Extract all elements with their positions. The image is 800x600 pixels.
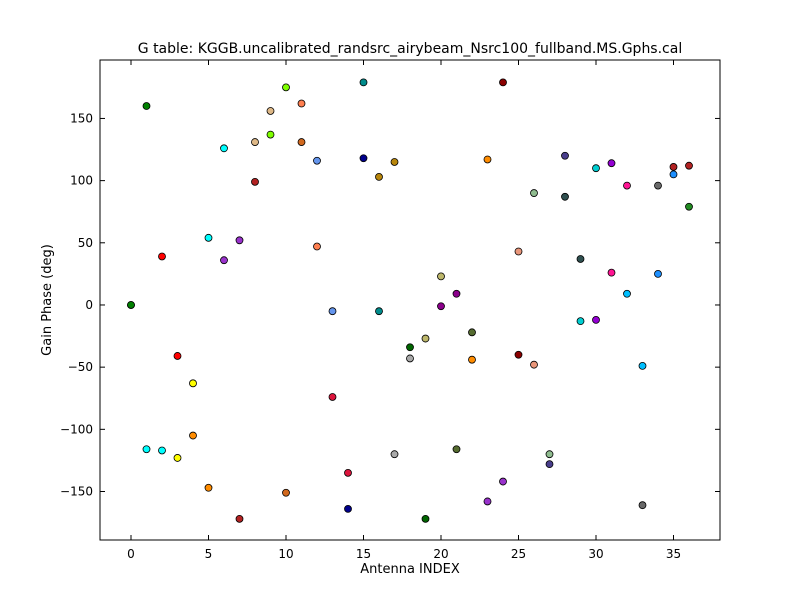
data-point — [142, 445, 151, 454]
y-tick-label: −150 — [60, 485, 93, 499]
data-point — [158, 446, 166, 455]
data-point — [561, 192, 569, 201]
data-point — [468, 355, 476, 364]
data-point — [623, 181, 631, 190]
x-tick-label: 35 — [666, 547, 681, 561]
plot-area: 0 5 10 15 20 25 30 35 −150 −100 −50 0 50 100 150 — [60, 59, 721, 561]
y-tick-label: 50 — [78, 236, 93, 250]
data-point — [282, 488, 290, 497]
data-point — [282, 83, 290, 92]
data-point — [499, 477, 507, 486]
data-point — [328, 307, 337, 316]
data-point — [483, 155, 492, 164]
x-axis-label: Antenna INDEX — [360, 562, 460, 577]
data-point — [607, 268, 616, 277]
data-point — [204, 483, 213, 492]
data-point — [375, 172, 383, 181]
data-point — [514, 350, 523, 359]
x-tick-label: 15 — [356, 547, 371, 561]
data-point — [421, 334, 430, 343]
y-tick-label: 150 — [70, 111, 93, 125]
data-point — [344, 468, 352, 477]
data-point — [220, 256, 228, 265]
y-axis-label: Gain Phase (deg) — [40, 244, 55, 356]
x-axis: 0 5 10 15 20 25 30 35 — [127, 60, 681, 561]
data-point — [266, 107, 275, 115]
data-point — [685, 161, 693, 170]
data-point — [251, 177, 259, 186]
data-point — [375, 307, 383, 316]
data-point — [669, 163, 678, 171]
data-point — [685, 202, 693, 211]
data-point — [452, 445, 461, 454]
data-point — [313, 156, 321, 165]
data-point — [390, 450, 399, 459]
data-point — [607, 159, 616, 168]
data-point — [468, 328, 476, 337]
data-point — [344, 505, 352, 513]
data-point — [437, 272, 445, 281]
data-point — [638, 362, 647, 370]
data-point — [576, 255, 585, 263]
y-tick-label: 0 — [85, 298, 93, 312]
data-point — [654, 181, 662, 190]
chart-title: G table: KGGB.uncalibrated_randsrc_airyb… — [138, 41, 682, 57]
data-point — [127, 301, 135, 309]
data-point — [297, 138, 306, 146]
data-point — [158, 252, 166, 261]
data-point — [654, 269, 662, 278]
data-point — [235, 514, 244, 523]
data-point — [592, 315, 600, 324]
x-tick-label: 20 — [433, 547, 448, 561]
data-point — [421, 514, 430, 523]
data-point — [204, 233, 213, 242]
data-point — [173, 454, 182, 462]
axes-frame — [99, 59, 721, 541]
y-tick-label: 100 — [70, 174, 93, 188]
data-point — [173, 352, 182, 360]
data-point — [638, 501, 647, 510]
data-point — [266, 130, 275, 139]
data-point — [623, 289, 631, 298]
data-point — [390, 158, 399, 166]
data-point — [530, 360, 538, 369]
x-tick-label: 0 — [127, 547, 135, 561]
y-axis: −150 −100 −50 0 50 100 150 — [60, 111, 720, 499]
data-points — [127, 78, 693, 523]
data-point — [561, 151, 569, 160]
data-point — [142, 102, 151, 110]
data-point — [313, 242, 321, 251]
data-point — [576, 317, 585, 326]
data-point — [483, 497, 492, 506]
data-point — [359, 154, 368, 163]
data-point — [452, 289, 461, 298]
x-tick-label: 5 — [205, 547, 213, 561]
data-point — [297, 99, 306, 108]
x-tick-label: 25 — [511, 547, 526, 561]
data-point — [669, 170, 678, 179]
data-point — [220, 144, 228, 153]
data-point — [328, 393, 337, 401]
y-tick-label: −50 — [68, 360, 93, 374]
data-point — [514, 247, 523, 256]
data-point — [406, 354, 414, 363]
x-tick-label: 10 — [278, 547, 293, 561]
data-point — [530, 189, 538, 197]
data-point — [406, 343, 414, 352]
data-point — [235, 236, 244, 245]
data-point — [499, 78, 507, 87]
x-tick-label: 30 — [588, 547, 603, 561]
data-point — [189, 431, 197, 440]
data-point — [545, 450, 554, 459]
data-point — [359, 78, 368, 87]
data-point — [437, 302, 445, 311]
data-point — [545, 460, 554, 469]
data-point — [592, 164, 600, 173]
data-point — [189, 379, 197, 388]
data-point — [251, 138, 259, 146]
y-tick-label: −100 — [60, 422, 93, 436]
